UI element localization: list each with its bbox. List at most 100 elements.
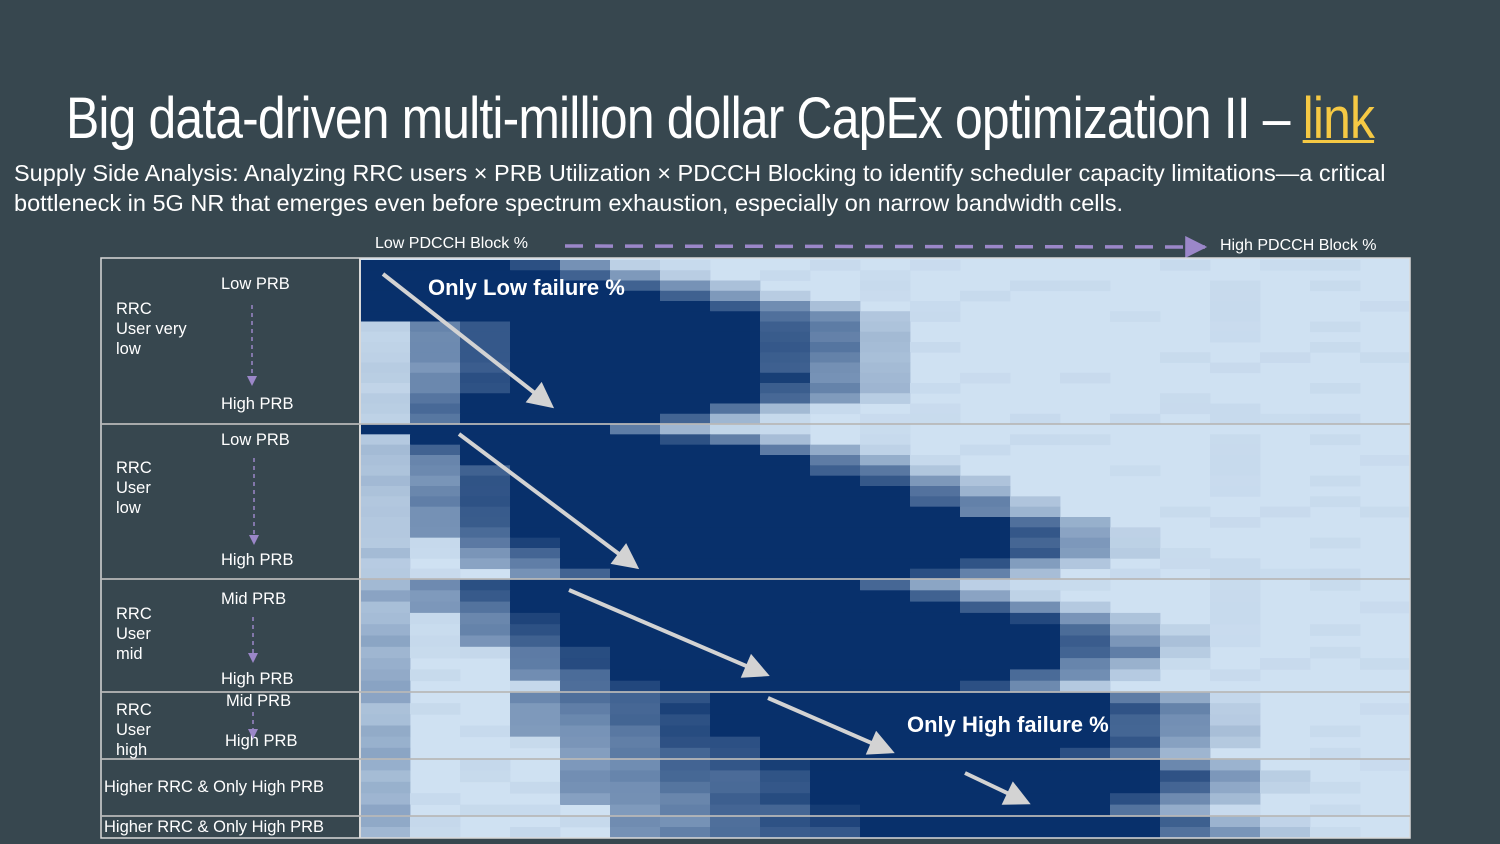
- heatmap-cell: [760, 612, 811, 625]
- heatmap-cell: [610, 393, 661, 404]
- heatmap-cell: [1310, 579, 1361, 591]
- heatmap-cell: [510, 658, 561, 670]
- heatmap-cell: [810, 568, 861, 580]
- heatmap-cell: [560, 486, 611, 497]
- heatmap-cell: [760, 444, 811, 456]
- heatmap-cell: [560, 362, 611, 374]
- heatmap-cell: [560, 383, 611, 394]
- heatmap-cell: [760, 827, 811, 839]
- heatmap-cell: [460, 331, 511, 343]
- heatmap-cell: [710, 579, 761, 591]
- heatmap-cell: [510, 280, 561, 292]
- heatmap-cell: [610, 362, 661, 374]
- heatmap-cell: [610, 703, 661, 715]
- heatmap-cell: [910, 465, 961, 477]
- heatmap-cell: [1110, 527, 1161, 539]
- heatmap-cell: [1010, 692, 1061, 704]
- heatmap-cell: [510, 434, 561, 446]
- heatmap-cell: [360, 827, 411, 839]
- heatmap-cell: [410, 568, 461, 580]
- heatmap-cell: [760, 301, 811, 312]
- heatmap-cell: [660, 444, 711, 456]
- heatmap-cell: [1060, 527, 1111, 539]
- heatmap-cell: [710, 506, 761, 518]
- heatmap-cell: [860, 444, 911, 456]
- heatmap-cell: [960, 506, 1011, 518]
- heatmap-cell: [510, 714, 561, 726]
- heatmap-cell: [1210, 280, 1261, 292]
- annotation-only-high-failure: Only High failure %: [907, 712, 1109, 737]
- heatmap-cell: [860, 342, 911, 353]
- heatmap-cell: [1210, 568, 1261, 580]
- heatmap-cell: [1310, 537, 1361, 549]
- heatmap-cell: [360, 301, 411, 312]
- heatmap-cell: [1010, 496, 1061, 508]
- heatmap-cell: [560, 444, 611, 456]
- heatmap-cell: [1060, 747, 1111, 760]
- heatmap-cell: [610, 579, 661, 591]
- heatmap-cell: [360, 280, 411, 292]
- heatmap-cell: [660, 612, 711, 625]
- heatmap-cell: [410, 703, 461, 715]
- heatmap-cell: [410, 372, 461, 384]
- heatmap-cell: [1010, 537, 1061, 549]
- heatmap-cell: [1210, 290, 1261, 302]
- heatmap-cell: [1110, 548, 1161, 559]
- heatmap-cell: [1210, 311, 1261, 322]
- heatmap-cell: [1210, 413, 1261, 425]
- heatmap-cell: [760, 590, 811, 602]
- heatmap-cell: [610, 311, 661, 322]
- heatmap-cell: [810, 646, 861, 659]
- heatmap-cell: [360, 260, 411, 271]
- heatmap-cell: [710, 342, 761, 353]
- heatmap-cell: [760, 579, 811, 591]
- heatmap-cell: [1210, 475, 1261, 487]
- heatmap-cell: [710, 403, 761, 415]
- heatmap-cell: [760, 496, 811, 508]
- heatmap-cell: [660, 646, 711, 659]
- heatmap-cell: [910, 301, 961, 312]
- heatmap-cell: [1010, 612, 1061, 625]
- heatmap-cell: [1110, 568, 1161, 580]
- heatmap-cell: [560, 506, 611, 518]
- title-link[interactable]: link: [1302, 86, 1375, 151]
- heatmap-cell: [760, 465, 811, 477]
- heatmap-cell: [360, 465, 411, 477]
- heatmap-cell: [1060, 714, 1111, 726]
- heatmap-cell: [810, 590, 861, 602]
- heatmap-cell: [510, 372, 561, 384]
- heatmap-cell: [610, 635, 661, 648]
- heatmap-cell: [1110, 816, 1161, 828]
- heatmap-cell: [610, 301, 661, 312]
- heatmap-cell: [810, 624, 861, 636]
- heatmap-cell: [910, 475, 961, 487]
- heatmap-cell: [1110, 781, 1161, 794]
- heatmap-cell: [510, 342, 561, 353]
- heatmap-cell: [810, 579, 861, 591]
- heatmap-cell: [1060, 703, 1111, 715]
- heatmap-cell: [610, 680, 661, 693]
- heatmap-cell: [360, 624, 411, 636]
- heatmap-cell: [760, 393, 811, 404]
- heatmap-cell: [360, 517, 411, 528]
- heatmap-cell: [610, 496, 661, 508]
- heatmap-cell: [960, 725, 1011, 738]
- heatmap-cell: [1110, 311, 1161, 322]
- heatmap-cell: [660, 372, 711, 384]
- heatmap-cell: [610, 692, 661, 704]
- heatmap-cell: [360, 568, 411, 580]
- heatmap-cell: [1010, 601, 1061, 614]
- heatmap-cell: [660, 280, 711, 292]
- heatmap-cell: [660, 403, 711, 415]
- heatmap-cell: [760, 270, 811, 281]
- heatmap-cell: [860, 383, 911, 394]
- heatmap-cell: [860, 770, 911, 783]
- heatmap-cell: [710, 770, 761, 783]
- heatmap-cell: [560, 624, 611, 636]
- heatmap-cell: [360, 537, 411, 549]
- heatmap-cell: [410, 624, 461, 636]
- heatmap-cell: [560, 548, 611, 559]
- heatmap-cell: [910, 793, 961, 805]
- heatmap-cell: [760, 669, 811, 682]
- heatmap-cell: [510, 781, 561, 794]
